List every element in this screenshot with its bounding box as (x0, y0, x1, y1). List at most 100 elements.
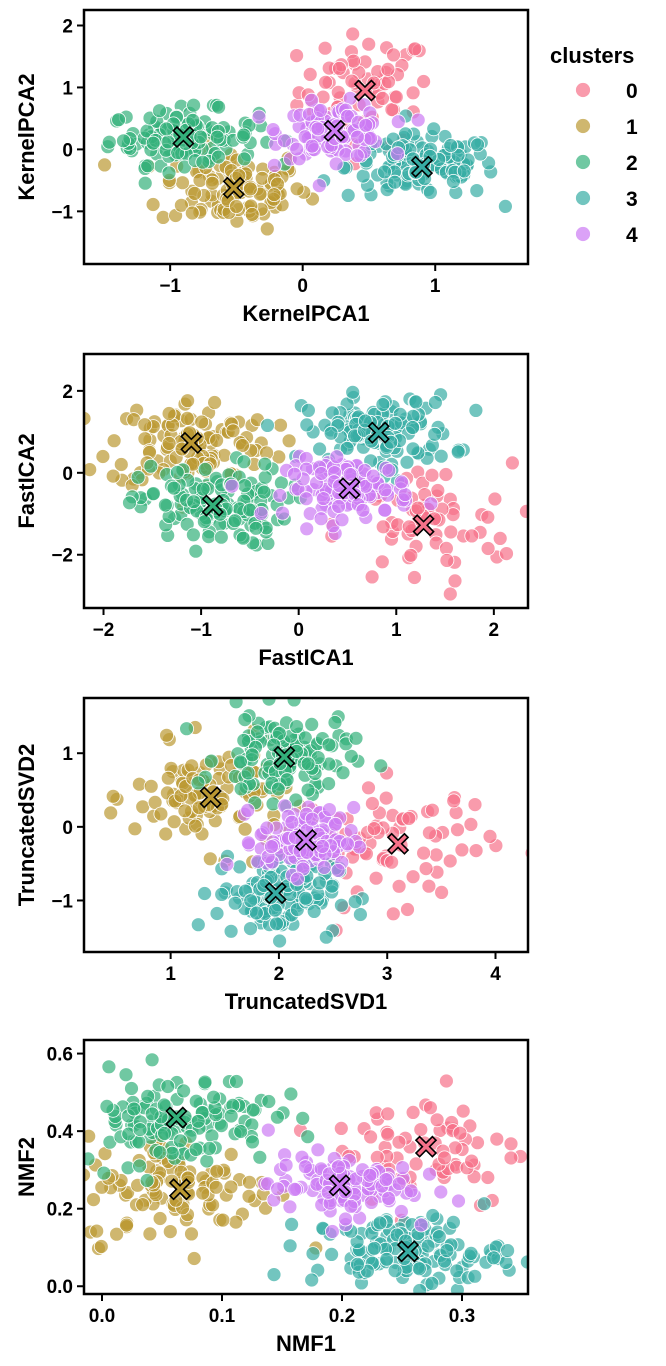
data-point (127, 821, 143, 837)
data-point (381, 74, 396, 90)
plot-frame (82, 352, 530, 610)
data-point (330, 863, 346, 878)
data-point (204, 175, 220, 191)
data-point (209, 432, 225, 448)
data-point (425, 1208, 441, 1223)
data-point (164, 1145, 180, 1161)
data-point (223, 1179, 239, 1195)
data-point (408, 1156, 424, 1172)
y-tick-label: 0.0 (47, 1277, 73, 1298)
data-point (312, 441, 328, 457)
data-point (256, 484, 272, 500)
data-point (295, 1110, 311, 1126)
x-tick-label: 3 (382, 964, 393, 985)
data-point (65, 431, 79, 445)
data-point (345, 26, 361, 42)
data-point (186, 97, 202, 113)
data-point (132, 1122, 148, 1137)
data-point (236, 733, 252, 748)
centroid-marker-0 (386, 832, 410, 855)
y-tick-label: −1 (51, 891, 73, 912)
data-point (363, 1129, 379, 1145)
data-point (95, 449, 111, 464)
data-point (416, 74, 432, 89)
data-point (109, 1226, 124, 1242)
data-point (248, 520, 264, 536)
data-point (158, 826, 174, 842)
data-point (300, 402, 316, 418)
data-point (144, 1052, 160, 1068)
data-point (372, 1215, 388, 1231)
data-point (196, 514, 212, 530)
legend-label-3: 3 (626, 188, 638, 211)
data-point (237, 821, 253, 837)
y-tick-label: 0.4 (47, 1122, 74, 1143)
data-point (456, 163, 472, 179)
data-point (397, 487, 413, 503)
data-point (266, 187, 282, 203)
data-point (304, 717, 320, 732)
data-point (405, 1105, 421, 1120)
data-point (250, 724, 265, 740)
data-point (390, 146, 406, 162)
x-tick-label: 2 (274, 964, 285, 985)
data-point (84, 1167, 91, 1183)
data-point (310, 121, 326, 137)
data-point (195, 1185, 211, 1201)
data-point (188, 1142, 204, 1157)
data-point (269, 1109, 285, 1125)
data-point (327, 715, 343, 730)
data-point (160, 134, 176, 150)
data-point (350, 129, 365, 145)
scatter-panel-1: −1 0 1 −1 0 1 2 KernelPCA1 KernelPCA2 (14, 8, 530, 326)
y-tick-label: 0.2 (47, 1200, 73, 1221)
data-point (330, 1159, 346, 1175)
data-point (375, 519, 391, 535)
data-point (423, 496, 439, 512)
data-point (157, 497, 173, 513)
data-point (135, 799, 151, 815)
data-point (497, 198, 513, 214)
data-point (455, 1103, 471, 1119)
data-point (438, 467, 454, 482)
data-point (84, 1128, 97, 1144)
points-layer (97, 26, 513, 237)
data-point (124, 1081, 139, 1096)
data-point (233, 781, 249, 797)
data-point (355, 502, 371, 518)
data-point (380, 1126, 396, 1142)
data-point (400, 902, 415, 917)
data-point (438, 1073, 454, 1089)
data-point (305, 1246, 321, 1261)
data-point (197, 461, 213, 477)
data-point (272, 933, 288, 949)
data-point (214, 887, 230, 902)
data-point (433, 448, 449, 464)
data-point (442, 586, 458, 602)
data-point (283, 1086, 299, 1102)
data-point (342, 467, 358, 482)
data-point (429, 1112, 445, 1128)
data-point (175, 175, 190, 191)
data-point (126, 1101, 142, 1117)
data-point (111, 112, 126, 128)
legend-marker-1 (575, 118, 591, 134)
data-point (184, 1226, 199, 1242)
data-point (323, 425, 339, 441)
data-point (157, 1126, 172, 1141)
data-point (446, 793, 462, 809)
data-point (463, 1246, 479, 1261)
data-point (119, 1217, 134, 1233)
data-point (469, 183, 485, 199)
data-point (235, 438, 250, 453)
data-point (503, 1150, 519, 1166)
data-point (287, 466, 302, 482)
plot-frame (82, 8, 530, 266)
data-point (160, 1079, 176, 1094)
data-point (420, 1238, 436, 1254)
data-point (158, 121, 174, 137)
data-point (298, 491, 314, 507)
data-point (421, 878, 437, 894)
data-point (264, 839, 279, 854)
data-point (368, 870, 384, 886)
